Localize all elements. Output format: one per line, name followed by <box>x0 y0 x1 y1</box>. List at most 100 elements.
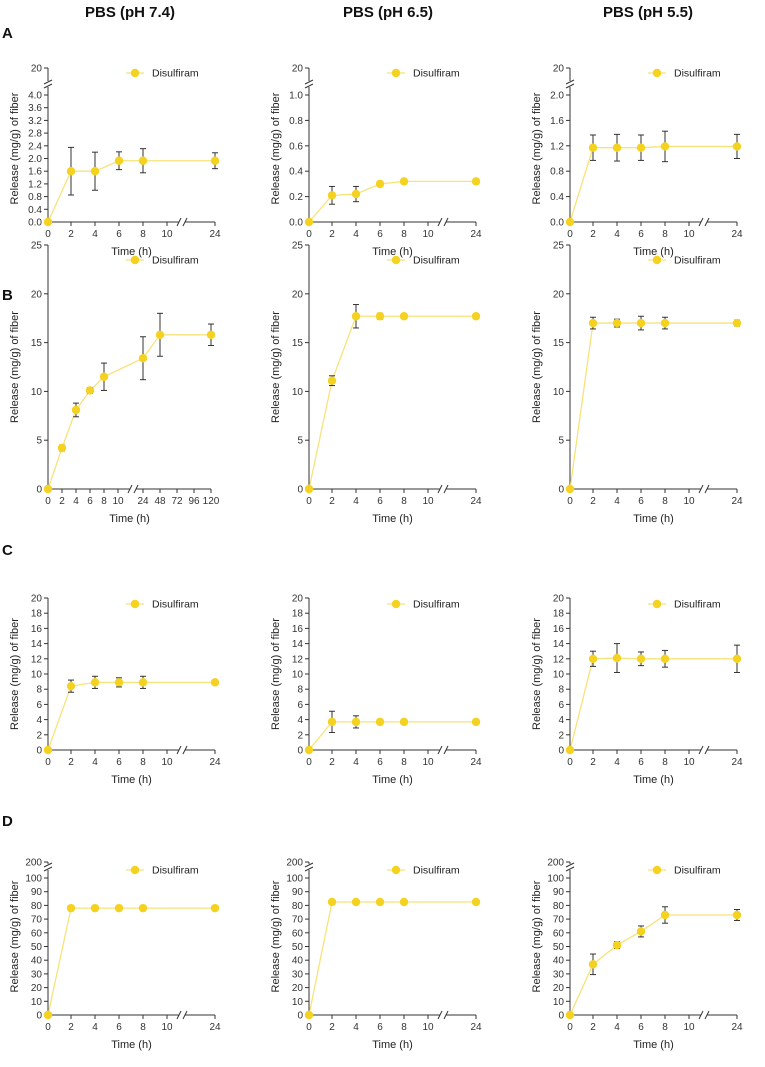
y-tick-label: 16 <box>292 624 304 635</box>
x-axis-title: Time (h) <box>372 246 413 258</box>
y-tick-label: 1.2 <box>550 141 564 152</box>
legend-marker <box>652 255 662 265</box>
y-tick-label: 0 <box>36 1011 42 1022</box>
x-tick-label: 4 <box>353 229 359 240</box>
y-tick-label: 0 <box>558 485 564 496</box>
data-point <box>399 717 409 727</box>
chart-panel-a1: 200.00.40.81.21.62.02.42.83.23.64.00 2 4 6 8… <box>9 64 221 259</box>
x-tick-label: 6 <box>377 496 383 507</box>
y-tick-label: 2.4 <box>28 141 42 152</box>
series-line <box>308 315 476 490</box>
x-tick-label: 24 <box>731 1022 743 1033</box>
x-tick-label: 10 <box>112 496 124 507</box>
y-tick-label: 0.8 <box>289 116 303 127</box>
y-tick-label: 10 <box>292 997 304 1008</box>
y-axis-title: Release (mg/g) of fiber <box>531 92 543 204</box>
x-axis-title: Time (h) <box>372 1039 413 1051</box>
data-point <box>636 927 646 936</box>
data-point <box>660 318 670 328</box>
x-tick-label: 96 <box>188 496 200 507</box>
y-tick-label: 80 <box>553 901 565 912</box>
x-tick-label: 2 <box>329 1022 335 1033</box>
y-tick-label: 20 <box>292 983 304 994</box>
y-tick-label: 90 <box>31 887 43 898</box>
x-tick-label: 2 <box>590 1022 596 1033</box>
data-point <box>66 167 76 176</box>
data-point <box>351 312 361 321</box>
y-tick-label: 20 <box>553 594 565 605</box>
legend-marker <box>130 255 140 265</box>
data-point <box>351 717 361 727</box>
x-tick-label: 0 <box>567 496 573 507</box>
data-point <box>565 1010 575 1020</box>
data-point <box>90 903 100 913</box>
data-point <box>57 443 67 453</box>
data-point <box>471 312 481 321</box>
data-point <box>471 717 481 727</box>
x-tick-label: 24 <box>470 1022 482 1033</box>
series-line <box>569 145 737 223</box>
y-tick-label: 0.0 <box>550 218 564 229</box>
x-tick-label: 0 <box>306 1022 312 1033</box>
x-axis-break-mark <box>133 484 139 494</box>
y-tick-label: 12 <box>553 654 565 665</box>
row-letter-c: C <box>2 542 13 559</box>
x-tick-label: 120 <box>203 496 220 507</box>
x-tick-label: 0 <box>567 229 573 240</box>
legend-label: Disulfiram <box>152 865 199 877</box>
y-tick-label: 2.0 <box>28 154 42 165</box>
x-tick-label: 0 <box>306 496 312 507</box>
y-tick-label: 0 <box>297 746 303 757</box>
x-tick-label: 6 <box>377 229 383 240</box>
y-tick-label: 10 <box>292 670 304 681</box>
x-tick-label: 4 <box>353 496 359 507</box>
y-tick-label: 5 <box>297 436 303 447</box>
series-line <box>308 180 476 223</box>
y-tick-label: 2 <box>36 730 42 741</box>
x-axis-title: Time (h) <box>633 1039 674 1051</box>
y-tick-label: 1.6 <box>550 116 564 127</box>
x-tick-label: 2 <box>329 229 335 240</box>
x-axis-break-mark <box>698 745 704 755</box>
x-tick-label: 6 <box>116 757 122 768</box>
x-tick-label: 10 <box>683 1022 695 1033</box>
x-tick-label: 0 <box>567 1022 573 1033</box>
x-tick-label: 8 <box>662 496 668 507</box>
x-tick-label: 4 <box>92 1022 98 1033</box>
x-axis-break-mark <box>704 484 710 494</box>
x-tick-label: 4 <box>614 229 620 240</box>
x-axis-break-mark <box>704 217 710 227</box>
y-tick-label: 10 <box>553 997 565 1008</box>
y-axis-break-mark <box>565 83 575 89</box>
y-tick-label: 0.8 <box>28 192 42 203</box>
y-axis-break-mark <box>43 862 53 868</box>
data-point <box>588 143 598 152</box>
y-tick-label: 20 <box>31 64 43 75</box>
y-axis-break-mark <box>304 866 314 872</box>
y-tick-label: 40 <box>292 956 304 967</box>
y-tick-label: 4 <box>297 715 303 726</box>
y-tick-label: 10 <box>31 997 43 1008</box>
y-tick-label: 8 <box>36 685 42 696</box>
x-axis-break-mark <box>176 745 182 755</box>
y-tick-label: 2.8 <box>28 129 42 140</box>
y-tick-label: 50 <box>31 942 43 953</box>
data-point <box>660 142 670 151</box>
data-point <box>636 318 646 328</box>
y-tick-label: 50 <box>553 942 565 953</box>
x-axis-break-mark <box>176 217 182 227</box>
y-axis-title: Release (mg/g) of fiber <box>9 311 21 423</box>
x-tick-label: 10 <box>422 496 434 507</box>
y-tick-label: 20 <box>31 594 43 605</box>
x-tick-label: 8 <box>401 757 407 768</box>
y-tick-label: 5 <box>558 436 564 447</box>
y-axis-title: Release (mg/g) of fiber <box>270 92 282 204</box>
data-point <box>327 717 337 727</box>
x-tick-label: 10 <box>422 229 434 240</box>
data-point <box>375 312 385 321</box>
x-tick-label: 0 <box>567 757 573 768</box>
x-tick-label: 0 <box>45 496 51 507</box>
